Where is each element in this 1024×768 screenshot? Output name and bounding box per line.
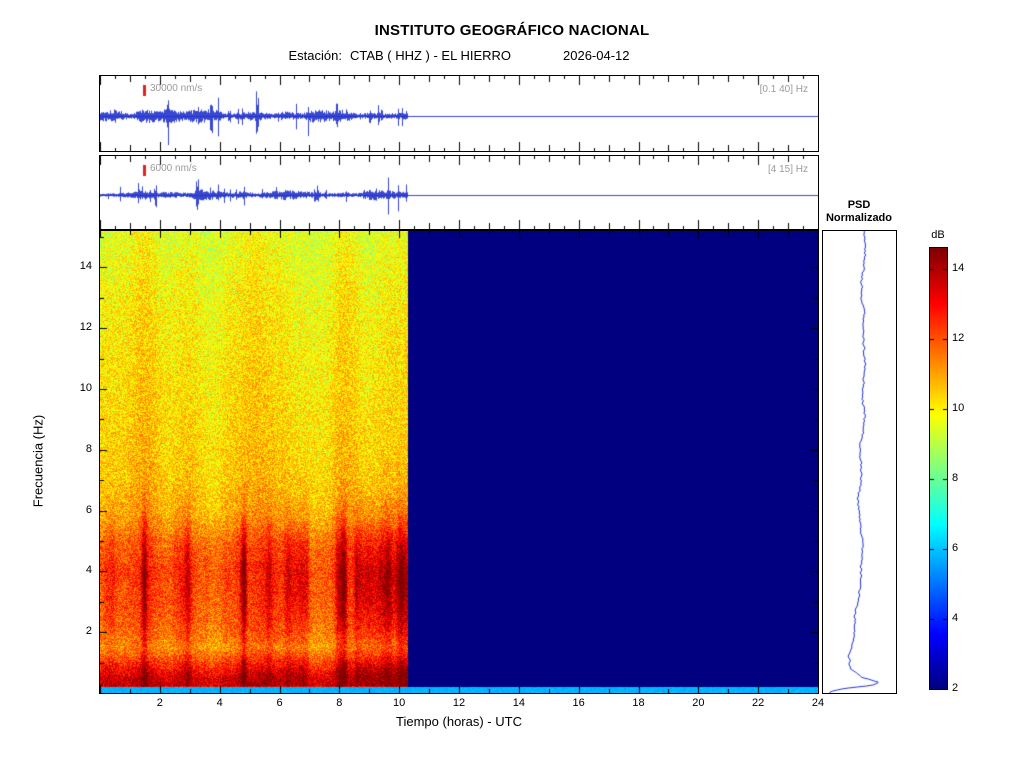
y-tick-label: 2 xyxy=(85,625,92,638)
psd-title: PSD Normalizado xyxy=(814,199,904,225)
x-tick-label: 24 xyxy=(811,697,825,709)
x-tick-label: 6 xyxy=(276,697,283,709)
psd-title-line2: Normalizado xyxy=(825,212,892,224)
y-axis-label: Frecuencia (Hz) xyxy=(30,414,46,508)
x-tick-label: 4 xyxy=(216,697,223,709)
scale-label-filtered: 6000 nm/s xyxy=(150,163,197,174)
colorbar-tick-label: 10 xyxy=(952,402,965,414)
y-tick-label: 10 xyxy=(79,382,92,395)
x-axis-label: Tiempo (horas) - UTC xyxy=(396,714,522,729)
y-tick-label: 12 xyxy=(79,321,92,334)
colorbar-tick-labels: 2 4 6 8 10 12 14 xyxy=(950,248,980,694)
filter-label-filtered: [4 15] Hz xyxy=(767,164,808,175)
colorbar-canvas xyxy=(930,248,947,689)
x-tick-label: 22 xyxy=(752,697,765,709)
colorbar-tick-label: 4 xyxy=(952,612,959,624)
x-tick-label: 10 xyxy=(393,697,406,709)
station-line: Estación: CTAB ( HHZ ) - EL HIERRO 2026-04… xyxy=(100,48,818,63)
x-tick-label: 20 xyxy=(692,697,705,709)
x-tick-label: 12 xyxy=(452,697,466,709)
x-tick-label: 18 xyxy=(632,697,645,709)
station-value: CTAB ( HHZ ) - EL HIERRO xyxy=(349,48,512,63)
colorbar-tick-label: 12 xyxy=(952,332,965,344)
figure-title: INSTITUTO GEOGRÁFICO NACIONAL xyxy=(374,22,650,39)
x-tick-label: 2 xyxy=(156,697,163,709)
scale-label-broadband: 30000 nm/s xyxy=(150,83,203,94)
y-tick-label: 4 xyxy=(85,564,92,577)
psd-panel xyxy=(822,230,897,694)
waveform-panel-broadband: 30000 nm/s [0.1 40] Hz xyxy=(99,75,819,152)
colorbar xyxy=(929,247,948,690)
colorbar-tick-label: 8 xyxy=(952,472,959,484)
spectrogram-panel xyxy=(99,230,819,694)
psd-curve-canvas xyxy=(823,231,896,693)
x-axis-tick-labels: 2 4 6 8 10 12 14 16 18 20 22 24 xyxy=(100,697,824,711)
y-axis-tick-labels: 2 4 6 8 10 12 14 xyxy=(62,231,96,693)
waveform-canvas-broadband xyxy=(100,76,818,151)
y-tick-label: 8 xyxy=(85,442,92,455)
spectrogram-canvas xyxy=(100,231,818,693)
filter-label-broadband: [0.1 40] Hz xyxy=(759,84,808,95)
colorbar-tick-label: 6 xyxy=(952,542,959,554)
colorbar-tick-label: 14 xyxy=(952,262,965,274)
waveform-panel-filtered: 6000 nm/s [4 15] Hz xyxy=(99,155,819,230)
colorbar-tick-label: 2 xyxy=(952,682,959,694)
x-tick-label: 8 xyxy=(336,697,343,709)
y-tick-label: 14 xyxy=(79,260,92,273)
station-label: Estación: xyxy=(288,48,342,63)
waveform-canvas-filtered xyxy=(100,156,818,229)
figure-date: 2026-04-12 xyxy=(563,48,630,63)
colorbar-unit-label: dB xyxy=(931,229,945,241)
y-tick-label: 6 xyxy=(85,503,92,516)
x-tick-label: 16 xyxy=(572,697,585,709)
x-tick-label: 14 xyxy=(512,697,525,709)
psd-title-line1: PSD xyxy=(847,199,871,211)
